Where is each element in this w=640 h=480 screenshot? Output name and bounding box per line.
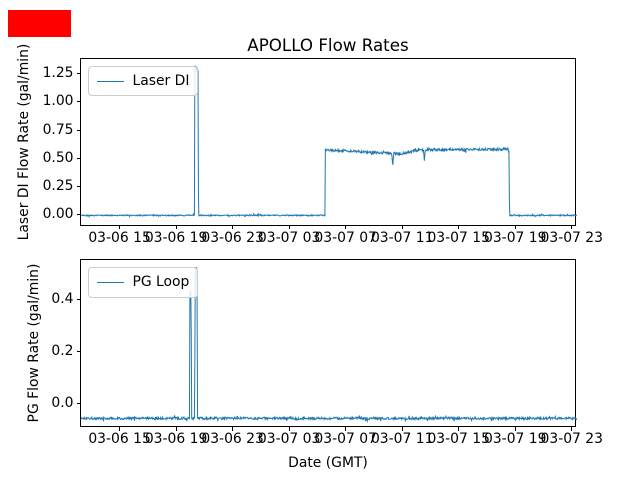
- x-tick-mark: [345, 225, 347, 230]
- x-tick-mark: [232, 225, 234, 230]
- y-tick-label: 0.0: [51, 395, 74, 412]
- data-line: [81, 65, 577, 218]
- x-tick-label: 03-07 03: [257, 229, 321, 246]
- x-tick-mark: [401, 225, 403, 230]
- y-tick-mark: [76, 101, 80, 103]
- x-tick-mark: [514, 427, 516, 431]
- y-tick-mark: [76, 185, 80, 187]
- laser-di-line-plot: [81, 65, 577, 218]
- x-tick-label: 03-07 11: [370, 229, 434, 246]
- x-tick-label: 03-06 19: [144, 431, 208, 448]
- legend-laser-di: Laser DI: [87, 65, 198, 97]
- x-tick-mark: [401, 427, 403, 431]
- y-tick-label: 0.2: [51, 343, 74, 360]
- pg-loop-line-plot: [81, 267, 577, 424]
- x-tick-mark: [119, 427, 121, 431]
- y-tick-label: 1.00: [42, 93, 74, 110]
- y-tick-label: 0.25: [42, 177, 74, 194]
- x-tick-label: 03-07 07: [314, 229, 377, 246]
- legend-pg-loop: PG Loop: [87, 267, 198, 298]
- x-tick-label: 03-06 23: [201, 431, 264, 448]
- x-tick-label: 03-06 15: [88, 229, 151, 246]
- y-tick-label: 0.50: [42, 149, 74, 166]
- x-tick-label: 03-06 15: [88, 431, 151, 448]
- y-tick-mark: [76, 403, 80, 405]
- y-tick-mark: [76, 298, 80, 300]
- x-tick-label: 03-07 07: [314, 431, 377, 448]
- x-tick-label: 03-06 23: [201, 229, 264, 246]
- x-tick-label: 03-07 23: [540, 229, 603, 246]
- axes-pg-loop: PG Loop: [80, 259, 577, 428]
- y-tick-label: 0.00: [42, 206, 74, 223]
- x-tick-mark: [119, 225, 121, 230]
- x-tick-mark: [571, 427, 573, 431]
- y-axis-label-pg-loop: PG Flow Rate (gal/min): [26, 263, 42, 423]
- x-tick-mark: [345, 427, 347, 431]
- legend-label: Laser DI: [132, 73, 190, 90]
- y-tick-label: 1.25: [42, 65, 74, 82]
- x-tick-mark: [458, 225, 460, 230]
- x-tick-label: 03-07 19: [484, 229, 547, 246]
- x-tick-label: 03-07 03: [257, 431, 321, 448]
- x-tick-label: 03-07 15: [427, 229, 490, 246]
- x-tick-label: 03-06 19: [144, 229, 208, 246]
- y-tick-mark: [76, 351, 80, 353]
- y-tick-label: 0.75: [42, 121, 74, 138]
- y-tick-mark: [76, 73, 80, 75]
- x-tick-mark: [232, 427, 234, 431]
- x-tick-mark: [514, 225, 516, 230]
- x-tick-mark: [175, 427, 177, 431]
- x-tick-mark: [288, 427, 290, 431]
- legend-line-sample: [97, 80, 124, 83]
- x-tick-mark: [175, 225, 177, 230]
- annotation-box: [8, 10, 71, 37]
- x-tick-mark: [288, 225, 290, 230]
- x-tick-mark: [458, 427, 460, 431]
- legend-label: PG Loop: [132, 274, 190, 291]
- x-tick-label: 03-07 11: [370, 431, 434, 448]
- x-tick-mark: [571, 225, 573, 230]
- data-line: [81, 267, 577, 424]
- x-axis-label: Date (GMT): [288, 454, 368, 471]
- y-tick-mark: [76, 157, 80, 159]
- y-tick-mark: [76, 214, 80, 216]
- figure-title: APOLLO Flow Rates: [247, 35, 409, 55]
- y-tick-label: 0.4: [51, 290, 74, 307]
- x-tick-label: 03-07 19: [484, 431, 547, 448]
- x-tick-label: 03-07 15: [427, 431, 490, 448]
- axes-laser-di: Laser DI: [80, 57, 577, 226]
- legend-line-sample: [97, 281, 124, 284]
- x-tick-label: 03-07 23: [540, 431, 603, 448]
- y-tick-mark: [76, 129, 80, 131]
